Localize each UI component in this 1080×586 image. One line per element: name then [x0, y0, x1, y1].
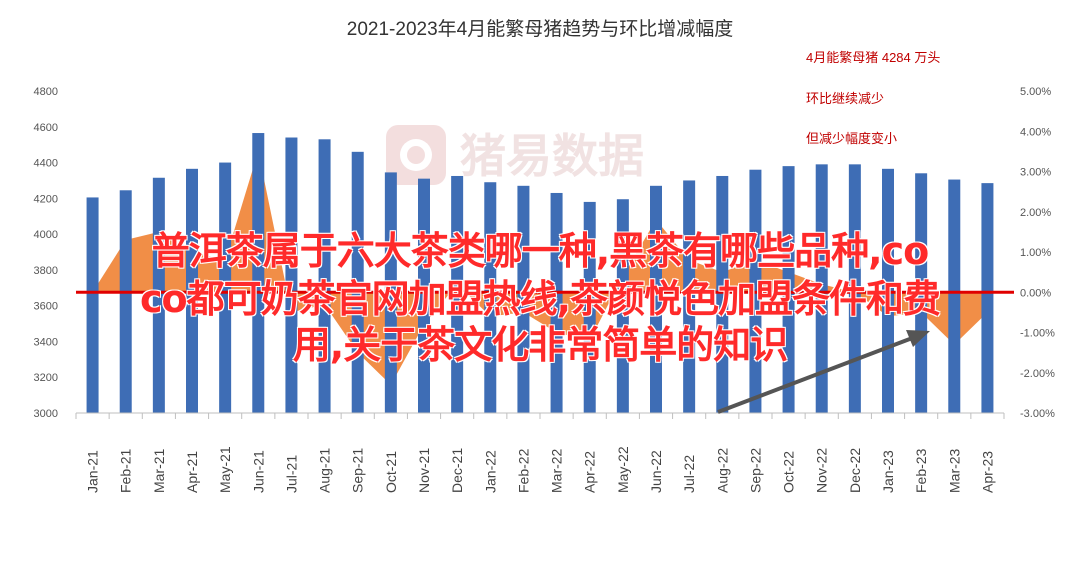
bar-May-21: [219, 162, 232, 413]
y-right-tick-label: 3.00%: [1020, 167, 1051, 179]
y-left-tick-label: 4600: [34, 122, 58, 134]
x-tick-label-Jun-22: Jun-22: [648, 450, 664, 493]
bar-Jul-21: [285, 137, 298, 413]
x-tick-label-Feb-23: Feb-23: [913, 448, 929, 493]
bar-Jan-22: [484, 182, 497, 413]
y-left-tick-label: 4200: [34, 193, 58, 205]
bar-Jun-21: [252, 133, 265, 414]
x-tick-label-Mar-22: Mar-22: [549, 448, 565, 493]
bar-Nov-21: [418, 178, 430, 413]
x-tick-label-Apr-22: Apr-22: [582, 451, 598, 493]
x-tick-label-Mar-23: Mar-23: [946, 448, 962, 493]
trend-arrow-head: [906, 330, 930, 347]
y-right-tick-label: -1.00%: [1020, 328, 1055, 340]
y-left-tick-label: 3600: [34, 301, 58, 313]
watermark-logo-dot: [407, 146, 425, 164]
x-tick-label-Jan-22: Jan-22: [482, 450, 498, 493]
area-series: [92, 151, 988, 385]
bar-Jun-22: [650, 185, 662, 413]
y-left-tick-label: 3800: [34, 265, 58, 277]
y-right-tick-label: 1.00%: [1020, 247, 1051, 259]
bar-Jan-21: [86, 197, 99, 413]
watermark: 猪易数据: [386, 125, 644, 185]
annotation-1: 4月能繁母猪 4284 万头: [806, 50, 940, 65]
bar-Aug-21: [318, 139, 331, 414]
axis-layer: 3000 3200 3400 3600 3800 4000 4200 4400 4600 4800…: [34, 86, 1056, 493]
bar-Dec-21: [451, 175, 464, 413]
x-tick-label-Dec-22: Dec-22: [847, 448, 863, 493]
y-left-tick-label: 4800: [34, 86, 58, 98]
x-tick-label-Apr-23: Apr-23: [979, 451, 995, 493]
bar-Feb-22: [517, 185, 530, 413]
x-tick-label-Aug-22: Aug-22: [714, 448, 730, 493]
bar-Apr-23: [981, 183, 994, 413]
x-tick-label-Jun-21: Jun-21: [250, 450, 266, 493]
bar-Mar-23: [948, 179, 961, 413]
y-right-tick-label: 5.00%: [1020, 86, 1051, 98]
bar-Nov-22: [815, 164, 828, 413]
x-tick-label-May-21: May-21: [217, 446, 233, 493]
overlay-caption-line-2: co都可奶茶官网加盟热线,茶颜悦色加盟条件和费: [139, 277, 941, 321]
bar-Oct-22: [782, 166, 795, 413]
x-tick-label-Sep-22: Sep-22: [747, 448, 763, 493]
x-tick-label-Feb-22: Feb-22: [515, 448, 531, 493]
overlay-caption-line-3: 用,关于茶文化非常简单的知识: [292, 323, 788, 367]
x-tick-label-Jul-21: Jul-21: [283, 455, 299, 493]
area-layer: [92, 151, 988, 385]
bar-Dec-22: [848, 164, 861, 413]
y-left-tick-label: 3400: [34, 336, 58, 348]
annotation-2: 环比继续减少: [806, 91, 884, 106]
x-tick-label-Feb-21: Feb-21: [118, 448, 134, 493]
x-tick-label-Oct-21: Oct-21: [383, 451, 399, 493]
y-left-tick-label: 3200: [34, 372, 58, 384]
x-tick-label-Aug-21: Aug-21: [317, 448, 333, 493]
bar-Mar-22: [550, 192, 563, 413]
bar-May-22: [616, 199, 629, 413]
chart-title: 2021-2023年4月能繁母猪趋势与环比增减幅度: [347, 18, 733, 40]
x-tick-label-Oct-22: Oct-22: [781, 451, 797, 493]
y-right-tick-label: 2.00%: [1020, 207, 1051, 219]
y-right-tick-label: -3.00%: [1020, 408, 1055, 420]
trend-arrow-line: [717, 335, 916, 414]
bar-Mar-21: [152, 177, 165, 413]
watermark-text: 猪易数据: [460, 129, 644, 183]
x-tick-label-Nov-21: Nov-21: [416, 448, 432, 493]
x-tick-label-Dec-21: Dec-21: [449, 448, 465, 493]
y-right-tick-label: 0.00%: [1020, 287, 1051, 299]
bar-Aug-22: [716, 175, 729, 413]
overlay-caption-line-1: 普洱茶属于六大茶类哪一种,黑茶有哪些品种,co: [151, 229, 930, 273]
x-tick-label-Sep-21: Sep-21: [350, 448, 366, 493]
x-tick-label-Jul-22: Jul-22: [681, 455, 697, 493]
y-right-tick-label: 4.00%: [1020, 126, 1051, 138]
bar-Apr-22: [583, 201, 596, 413]
x-tick-label-Nov-22: Nov-22: [814, 448, 830, 493]
y-left-tick-label: 4000: [34, 229, 58, 241]
x-tick-label-Mar-21: Mar-21: [151, 448, 167, 493]
x-tick-label-Jan-23: Jan-23: [880, 450, 896, 493]
y-left-tick-label: 3000: [34, 408, 58, 420]
x-tick-label-May-22: May-22: [615, 446, 631, 493]
x-tick-label-Jan-21: Jan-21: [85, 450, 101, 493]
y-left-tick-label: 4400: [34, 158, 58, 170]
annotation-3: 但减少幅度变小: [806, 131, 897, 146]
bar-Feb-21: [119, 190, 132, 413]
x-tick-label-Apr-21: Apr-21: [184, 451, 200, 493]
y-right-tick-label: -2.00%: [1020, 368, 1055, 380]
bar-Jul-22: [683, 180, 696, 413]
bar-Sep-21: [351, 151, 364, 414]
